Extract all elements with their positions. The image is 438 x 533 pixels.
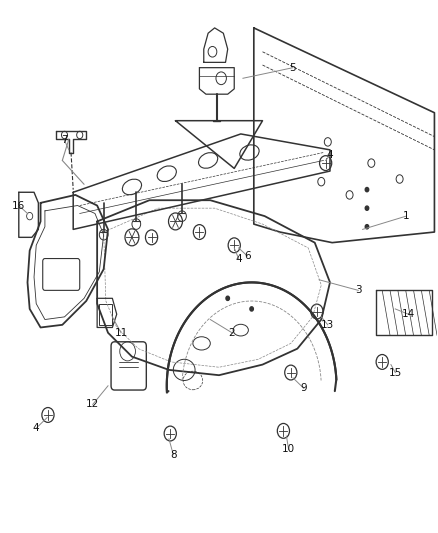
Text: 14: 14	[402, 309, 415, 319]
Text: 8: 8	[170, 450, 177, 460]
Circle shape	[365, 206, 369, 211]
Circle shape	[250, 307, 253, 311]
Text: 16: 16	[12, 200, 25, 211]
Text: 9: 9	[300, 383, 307, 393]
Text: 5: 5	[290, 63, 296, 72]
Circle shape	[365, 224, 369, 229]
Text: 4: 4	[33, 423, 39, 433]
Circle shape	[365, 188, 369, 192]
Bar	[99, 304, 112, 325]
Text: 1: 1	[403, 211, 410, 221]
Text: 11: 11	[114, 328, 128, 338]
Text: 10: 10	[282, 445, 295, 455]
Text: 3: 3	[355, 285, 362, 295]
Text: 6: 6	[244, 251, 251, 261]
Text: 7: 7	[61, 135, 68, 146]
Text: 4: 4	[235, 254, 242, 263]
Text: 4: 4	[327, 150, 333, 160]
Text: 13: 13	[321, 320, 335, 330]
Text: 15: 15	[389, 368, 402, 377]
Circle shape	[226, 296, 230, 301]
Text: 12: 12	[86, 399, 99, 409]
Text: 2: 2	[229, 328, 235, 338]
